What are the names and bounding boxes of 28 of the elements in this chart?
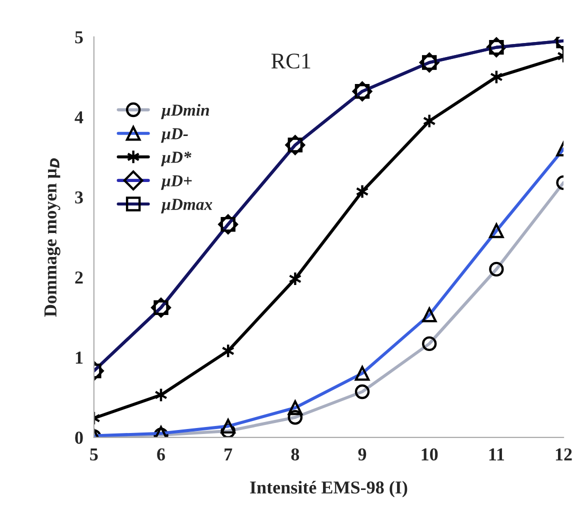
x-tick-label: 11 xyxy=(489,448,504,460)
x-axis-title: Intensité EMS-98 (I) xyxy=(250,480,408,498)
point xyxy=(356,184,369,199)
y-tick-label: 2 xyxy=(75,272,83,284)
point xyxy=(222,344,235,358)
x-tick-label: 7 xyxy=(224,448,232,460)
x-tick-label: 6 xyxy=(157,448,165,461)
y-tick-label: 4 xyxy=(74,111,84,124)
legend-label: μD- xyxy=(160,128,188,143)
point xyxy=(154,388,168,402)
x-tick-label: 8 xyxy=(291,448,300,461)
legend-label: μDmin xyxy=(160,104,209,120)
point xyxy=(490,70,503,84)
x-tick-label: 9 xyxy=(358,448,366,461)
text: RC1 xyxy=(271,54,310,69)
x-tick-label: 12 xyxy=(556,448,572,460)
y-tick-label: 5 xyxy=(75,31,83,44)
y-tick-label: 1 xyxy=(76,352,83,364)
y-axis-title: Dommage moyen μ$_{D}$ xyxy=(44,158,60,317)
legend-label: μD+ xyxy=(160,175,192,190)
point xyxy=(288,271,302,286)
y-tick-label: 3 xyxy=(75,191,83,204)
legend-label: μDmax xyxy=(160,198,212,214)
x-tick-label: 10 xyxy=(422,448,438,461)
y-tick-label: 0 xyxy=(75,432,83,444)
point xyxy=(422,114,436,128)
x-tick-label: 5 xyxy=(90,448,98,461)
legend-label: μD* xyxy=(160,152,192,166)
